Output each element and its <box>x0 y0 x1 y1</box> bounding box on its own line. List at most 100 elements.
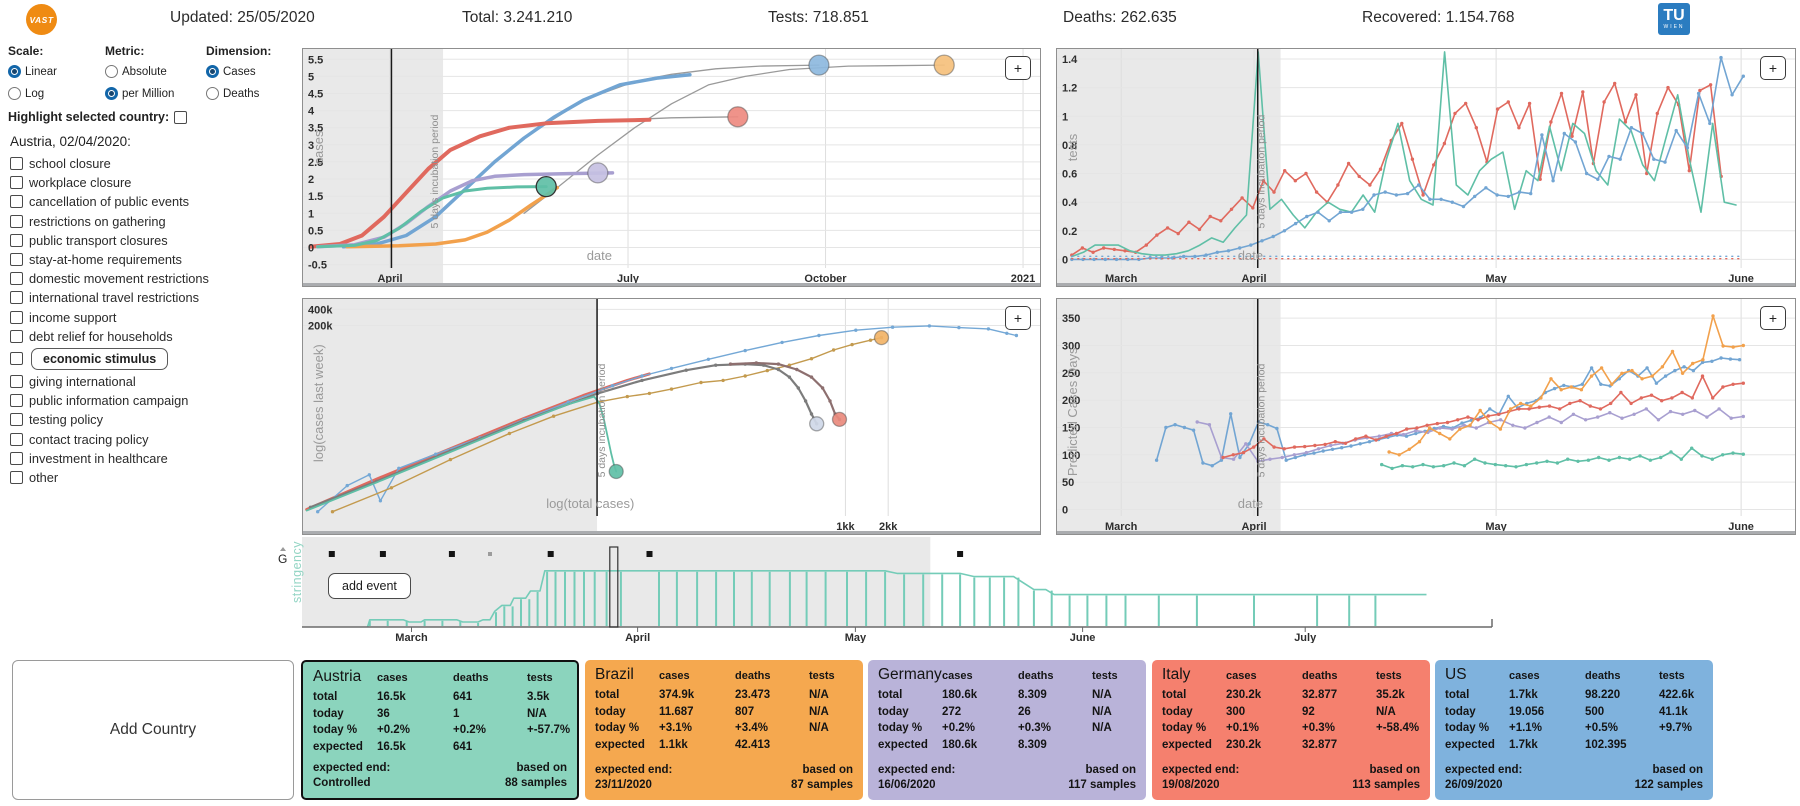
checkbox-workplace-closure[interactable] <box>10 176 23 190</box>
checkbox-other[interactable] <box>10 471 23 484</box>
series-us-pcd <box>1155 357 1741 467</box>
row-label-today: today % <box>595 722 640 734</box>
row-label-today: today % <box>1162 722 1207 734</box>
radio-per-million[interactable]: per Million <box>105 87 206 100</box>
event-marker[interactable] <box>957 551 964 557</box>
event-item-contact-tracing-policy[interactable]: contact tracing policy <box>10 432 298 447</box>
event-marker[interactable] <box>646 551 653 557</box>
tu-logo-bottom: WIEN <box>1663 24 1685 30</box>
add-event-button[interactable]: add event <box>328 573 411 599</box>
cell-today-cases: 11.687 <box>659 705 694 718</box>
add-country-button[interactable]: Add Country <box>12 660 294 800</box>
event-item-other[interactable]: other <box>10 470 298 485</box>
svg-text:date: date <box>1238 248 1263 263</box>
intervention-event-list: school closure workplace closure cancellat… <box>8 156 298 485</box>
svg-text:2: 2 <box>308 174 314 186</box>
event-item-school-closure[interactable]: school closure <box>10 156 298 171</box>
event-item-giving-international[interactable]: giving international <box>10 374 298 389</box>
checkbox-income-support[interactable] <box>10 310 23 324</box>
radio-icon-log[interactable] <box>8 87 21 100</box>
checkbox-debt-relief-for-households[interactable] <box>10 329 23 343</box>
radio-linear[interactable]: Linear <box>8 65 105 78</box>
country-name: Italy <box>1162 666 1191 683</box>
series-austria-tests <box>1071 51 1737 258</box>
svg-text:log(cases last week): log(cases last week) <box>311 344 326 462</box>
checkbox-giving-international[interactable] <box>10 375 23 389</box>
svg-text:April: April <box>377 273 402 285</box>
chart1-expand-button[interactable]: + <box>1005 56 1031 80</box>
checkbox-economic-stimulus[interactable] <box>10 352 23 366</box>
svg-text:5 days incubation period: 5 days incubation period <box>1255 363 1267 477</box>
checkbox-contact-tracing-policy[interactable] <box>10 432 23 446</box>
country-card-italy[interactable]: Italy cases deaths tests total 230.2k 32.877 35… <box>1152 660 1430 800</box>
column-label-tests: tests <box>527 672 553 684</box>
event-item-debt-relief-for-households[interactable]: debt relief for households <box>10 329 298 344</box>
checkbox-cancellation-of-public-events[interactable] <box>10 195 23 209</box>
event-marker[interactable] <box>547 551 554 557</box>
event-item-investment-in-healthcare[interactable]: investment in healthcare <box>10 451 298 466</box>
country-card-germany[interactable]: Germany cases deaths tests total 180.6k 8.309 N… <box>868 660 1146 800</box>
event-marker[interactable] <box>488 552 492 556</box>
event-item-domestic-movement-restrictions[interactable]: domestic movement restrictions <box>10 271 298 286</box>
event-item-restrictions-on-gathering[interactable]: restrictions on gathering <box>10 214 298 229</box>
checkbox-testing-policy[interactable] <box>10 413 23 427</box>
event-item-stay-at-home-requirements[interactable]: stay-at-home requirements <box>10 252 298 267</box>
checkbox-school-closure[interactable] <box>10 157 23 170</box>
radio-cases[interactable]: Cases <box>206 65 298 78</box>
event-label-workplace-closure: workplace closure <box>29 175 132 191</box>
event-label-public-transport-closures: public transport closures <box>29 232 168 248</box>
highlight-checkbox[interactable] <box>174 110 188 124</box>
radio-absolute[interactable]: Absolute <box>105 65 206 78</box>
checkbox-restrictions-on-gathering[interactable] <box>10 214 23 228</box>
country-card-austria[interactable]: Austria cases deaths tests total 16.5k 641 3.5k… <box>301 660 579 800</box>
event-marker[interactable] <box>328 551 335 557</box>
highlight-selected-country-row[interactable]: Highlight selected country: <box>8 110 298 124</box>
checkbox-investment-in-healthcare[interactable] <box>10 451 23 465</box>
radio-deaths[interactable]: Deaths <box>206 87 298 100</box>
radio-icon-linear[interactable] <box>8 65 21 78</box>
svg-text:tests: tests <box>1065 133 1080 161</box>
event-item-income-support[interactable]: income support <box>10 310 298 325</box>
selected-event-marker[interactable] <box>609 546 619 628</box>
expected-end: expected end: Controlled <box>313 761 390 791</box>
chart4-expand-button[interactable]: + <box>1760 306 1786 330</box>
event-item-workplace-closure[interactable]: workplace closure <box>10 175 298 190</box>
event-marker[interactable] <box>448 551 455 557</box>
highlighted-event-economic-stimulus[interactable]: economic stimulus <box>31 347 169 370</box>
column-label-deaths: deaths <box>735 670 771 682</box>
expected-end-label: expected end: <box>1445 764 1523 777</box>
radio-icon-cases[interactable] <box>206 65 219 78</box>
svg-text:0.5: 0.5 <box>308 225 323 237</box>
chart2-plot: 5 days incubation period 1.4 1.2 1 0.8 0.6 0.4… <box>1057 49 1795 286</box>
event-marker[interactable] <box>379 551 386 557</box>
card-row-today: today % +0.1% +0.3% +-58.4% <box>1162 722 1420 734</box>
svg-text:date: date <box>587 248 612 263</box>
chart3-expand-button[interactable]: + <box>1005 306 1031 330</box>
event-item-economic-stimulus[interactable]: economic stimulus <box>10 347 298 370</box>
event-item-testing-policy[interactable]: testing policy <box>10 412 298 427</box>
event-item-international-travel-restrictions[interactable]: international travel restrictions <box>10 290 298 305</box>
event-label-school-closure: school closure <box>29 156 111 171</box>
radio-icon-per-million[interactable] <box>105 87 118 100</box>
column-label-cases: cases <box>1509 670 1540 682</box>
event-item-public-information-campaign[interactable]: public information campaign <box>10 393 298 408</box>
country-card-brazil[interactable]: Brazil cases deaths tests total 374.9k 23.473 N… <box>585 660 863 800</box>
svg-text:3: 3 <box>308 140 314 152</box>
checkbox-public-transport-closures[interactable] <box>10 233 23 247</box>
country-card-us[interactable]: US cases deaths tests total 1.7kk 98.220 422.6k… <box>1435 660 1713 800</box>
svg-text:log(total cases): log(total cases) <box>546 496 634 511</box>
checkbox-public-information-campaign[interactable] <box>10 394 23 408</box>
event-item-public-transport-closures[interactable]: public transport closures <box>10 233 298 248</box>
radio-icon-absolute[interactable] <box>105 65 118 78</box>
chart2-expand-button[interactable]: + <box>1760 56 1786 80</box>
radio-log[interactable]: Log <box>8 87 105 100</box>
cell-today-tests: +-58.4% <box>1376 722 1420 734</box>
expected-end: expected end: 16/06/2020 <box>878 763 955 793</box>
radio-icon-deaths[interactable] <box>206 87 219 100</box>
event-item-cancellation-of-public-events[interactable]: cancellation of public events <box>10 194 298 209</box>
card-row-expected: expected 1.7kk 102.395 <box>1445 739 1703 751</box>
checkbox-stay-at-home-requirements[interactable] <box>10 252 23 266</box>
cell-today-deaths: 26 <box>1018 705 1031 718</box>
checkbox-domestic-movement-restrictions[interactable] <box>10 272 23 286</box>
checkbox-international-travel-restrictions[interactable] <box>10 291 23 305</box>
